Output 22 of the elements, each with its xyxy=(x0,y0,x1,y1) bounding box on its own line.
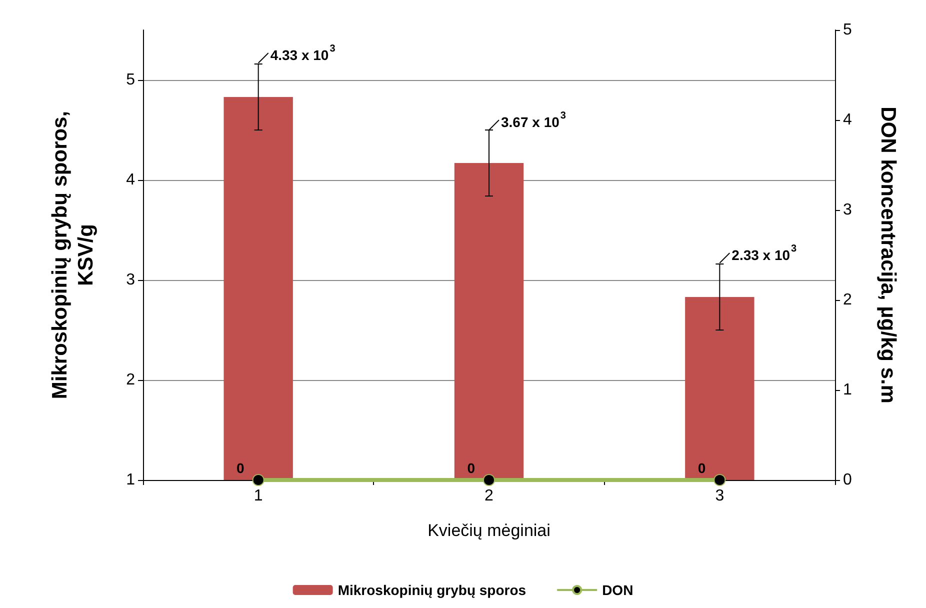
data-label: 0 xyxy=(236,460,245,476)
y2-tick-label: 1 xyxy=(843,382,852,398)
x-tick-label: 1 xyxy=(254,488,263,504)
x-axis-title: Kviečių mėginiai xyxy=(428,521,550,540)
y-axis-title: Mikroskopinių grybų sporos, KSV/g xyxy=(48,110,98,400)
legend-label: Mikroskopinių grybų sporos xyxy=(338,582,526,598)
y-tick-label: 4 xyxy=(126,172,136,188)
x-tick-label: 2 xyxy=(484,488,494,504)
y2-tick-label: 2 xyxy=(843,292,852,308)
y2-tick-label: 4 xyxy=(843,112,852,128)
data-label: 0 xyxy=(467,460,476,476)
y-tick-label: 5 xyxy=(126,72,136,88)
y-tick-label: 1 xyxy=(126,472,136,488)
y2-axis-title: DON koncentracija, µg/kg s.m xyxy=(876,106,900,404)
x-tick-label: 3 xyxy=(715,488,724,504)
y2-tick-label: 5 xyxy=(843,22,852,38)
y2-tick-label: 3 xyxy=(843,202,852,218)
y-tick-label: 2 xyxy=(126,372,136,388)
y-tick-label: 3 xyxy=(126,272,136,288)
legend-label: DON xyxy=(602,582,634,598)
y2-tick-label: 0 xyxy=(843,472,852,488)
data-label: 0 xyxy=(698,460,706,476)
